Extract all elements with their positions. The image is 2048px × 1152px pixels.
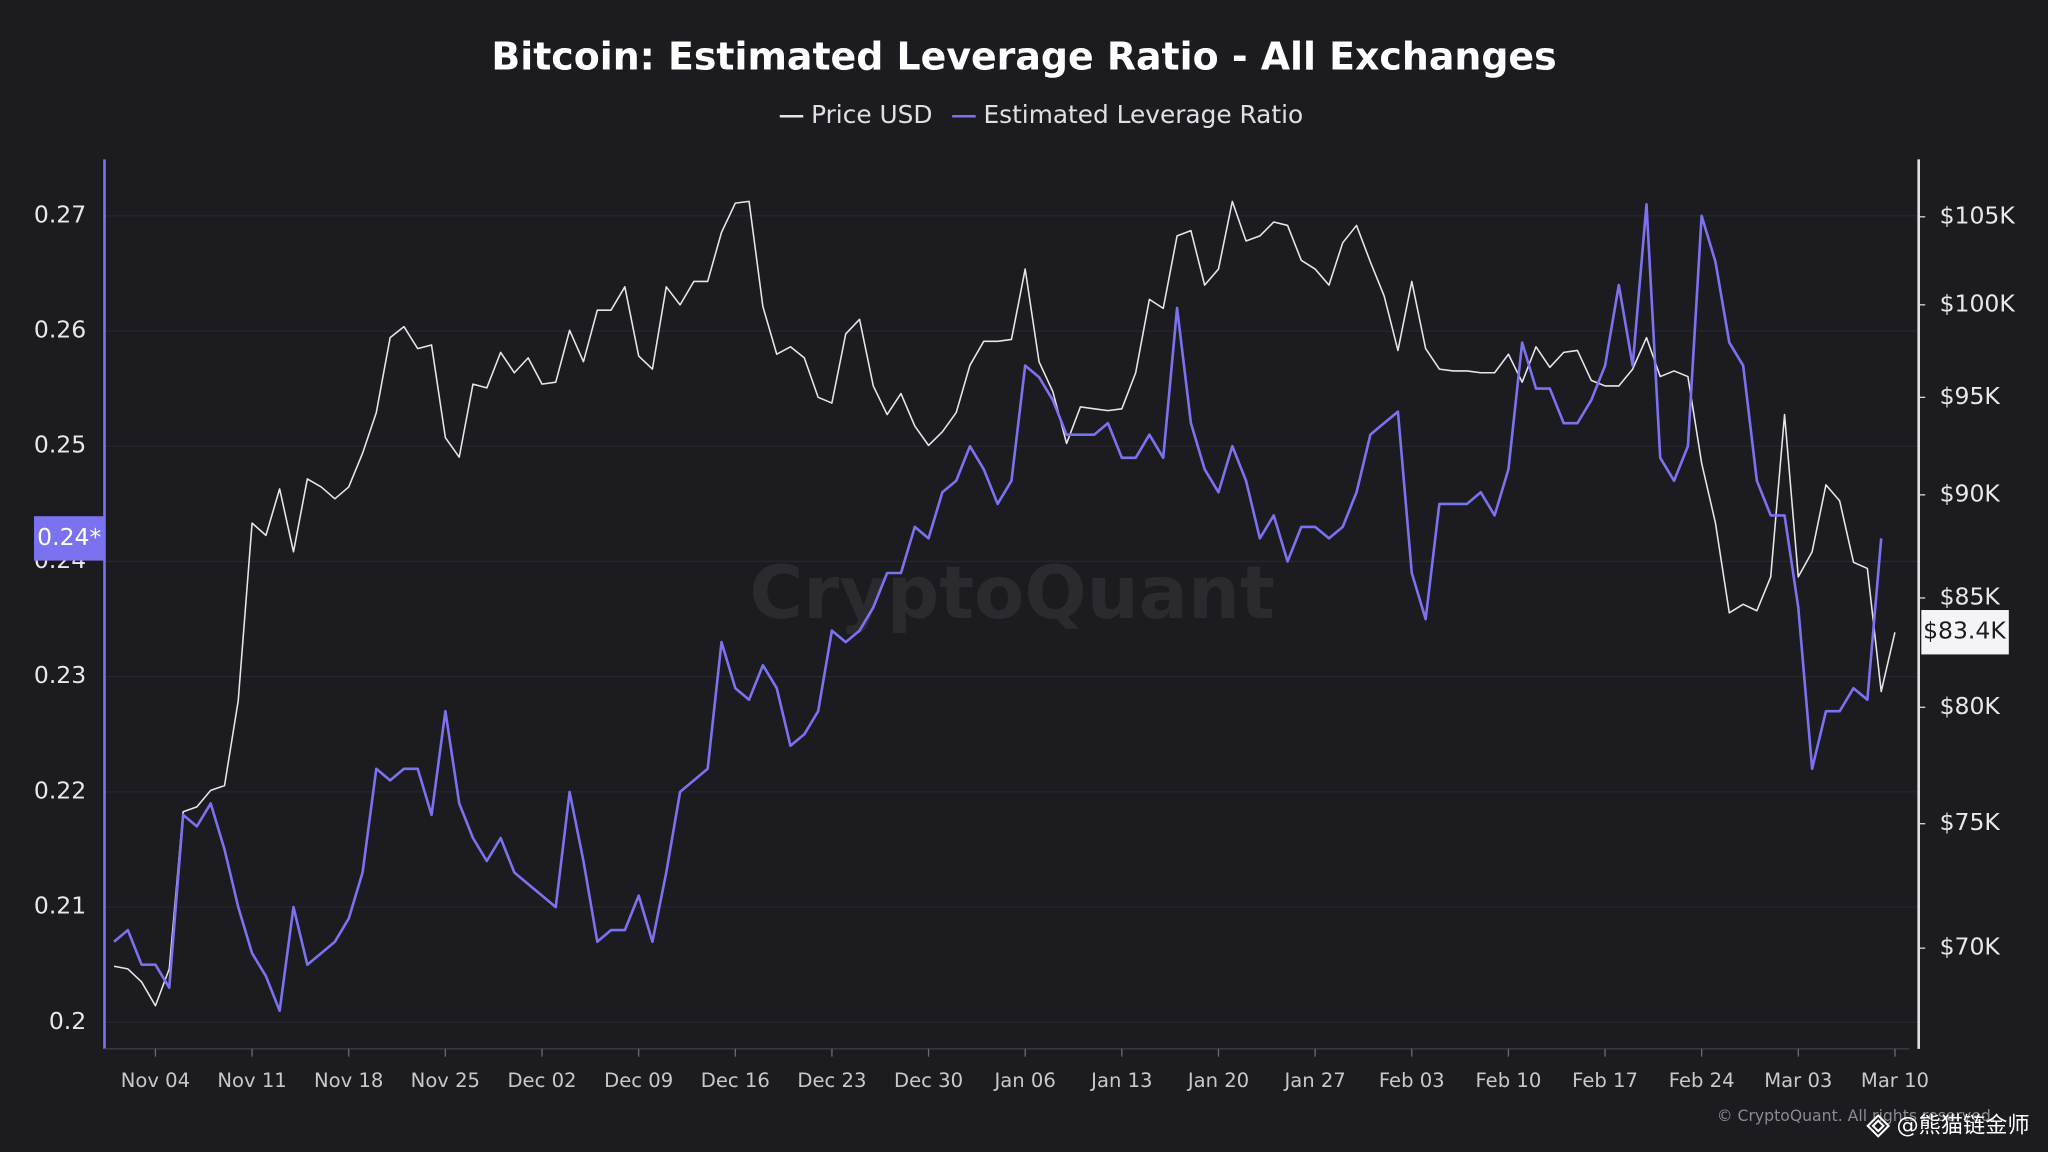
x-tick-label: Dec 09: [604, 1069, 673, 1092]
y2-tick-label: $85K: [1940, 582, 2001, 610]
x-tick-label: Mar 10: [1861, 1069, 1929, 1092]
last-value-label: 0.24*: [37, 523, 101, 551]
y2-tick-label: $80K: [1940, 692, 2001, 720]
y2-tick-label: $100K: [1940, 289, 2016, 317]
y-tick-label: 0.23: [34, 661, 86, 689]
y2-tick-label: $70K: [1940, 933, 2001, 961]
x-tick-label: Jan 20: [1186, 1069, 1249, 1092]
y-tick-label: 0.26: [34, 316, 86, 344]
x-tick-label: Mar 03: [1764, 1069, 1832, 1092]
legend-label: Estimated Leverage Ratio: [984, 100, 1304, 129]
x-tick-label: Nov 18: [314, 1069, 383, 1092]
y-tick-label: 0.22: [34, 776, 86, 804]
y-tick-label: 0.21: [34, 892, 86, 920]
x-tick-label: Feb 24: [1669, 1069, 1735, 1092]
x-tick-label: Nov 25: [411, 1069, 480, 1092]
y2-tick-label: $90K: [1940, 479, 2001, 507]
x-tick-label: Jan 06: [993, 1069, 1056, 1092]
series-line: [113, 202, 1883, 1013]
y-tick-label: 0.27: [34, 200, 86, 228]
x-tick-label: Nov 04: [121, 1069, 190, 1092]
x-tick-label: Feb 10: [1475, 1069, 1541, 1092]
y-tick-label: 0.2: [49, 1007, 86, 1035]
footer: © CryptoQuant. All rights reserved.: [1717, 1106, 1996, 1125]
credit-icon: [1866, 1113, 1891, 1138]
y2-tick-label: $75K: [1940, 808, 2001, 836]
x-tick-label: Feb 17: [1572, 1069, 1638, 1092]
x-tick-label: Jan 13: [1089, 1069, 1152, 1092]
legend-label: Price USD: [811, 100, 932, 129]
x-tick-label: Feb 03: [1379, 1069, 1445, 1092]
x-tick-label: Dec 16: [701, 1069, 770, 1092]
last-value-label: $83.4K: [1923, 617, 2006, 645]
x-tick-label: Jan 27: [1282, 1069, 1345, 1092]
x-tick-label: Dec 02: [507, 1069, 576, 1092]
credit: @熊猫链金师: [1896, 1112, 2029, 1138]
x-tick-label: Dec 23: [797, 1069, 866, 1092]
y2-tick-label: $105K: [1940, 201, 2016, 229]
y-tick-label: 0.25: [34, 431, 86, 459]
watermark: CryptoQuant: [749, 551, 1275, 636]
last-value-box: [1921, 610, 2009, 655]
x-tick-label: Nov 11: [217, 1069, 286, 1092]
y2-tick-label: $95K: [1940, 382, 2001, 410]
last-value-box: [33, 516, 105, 561]
chart-title: Bitcoin: Estimated Leverage Ratio - All …: [491, 34, 1556, 78]
x-tick-label: Dec 30: [894, 1069, 963, 1092]
